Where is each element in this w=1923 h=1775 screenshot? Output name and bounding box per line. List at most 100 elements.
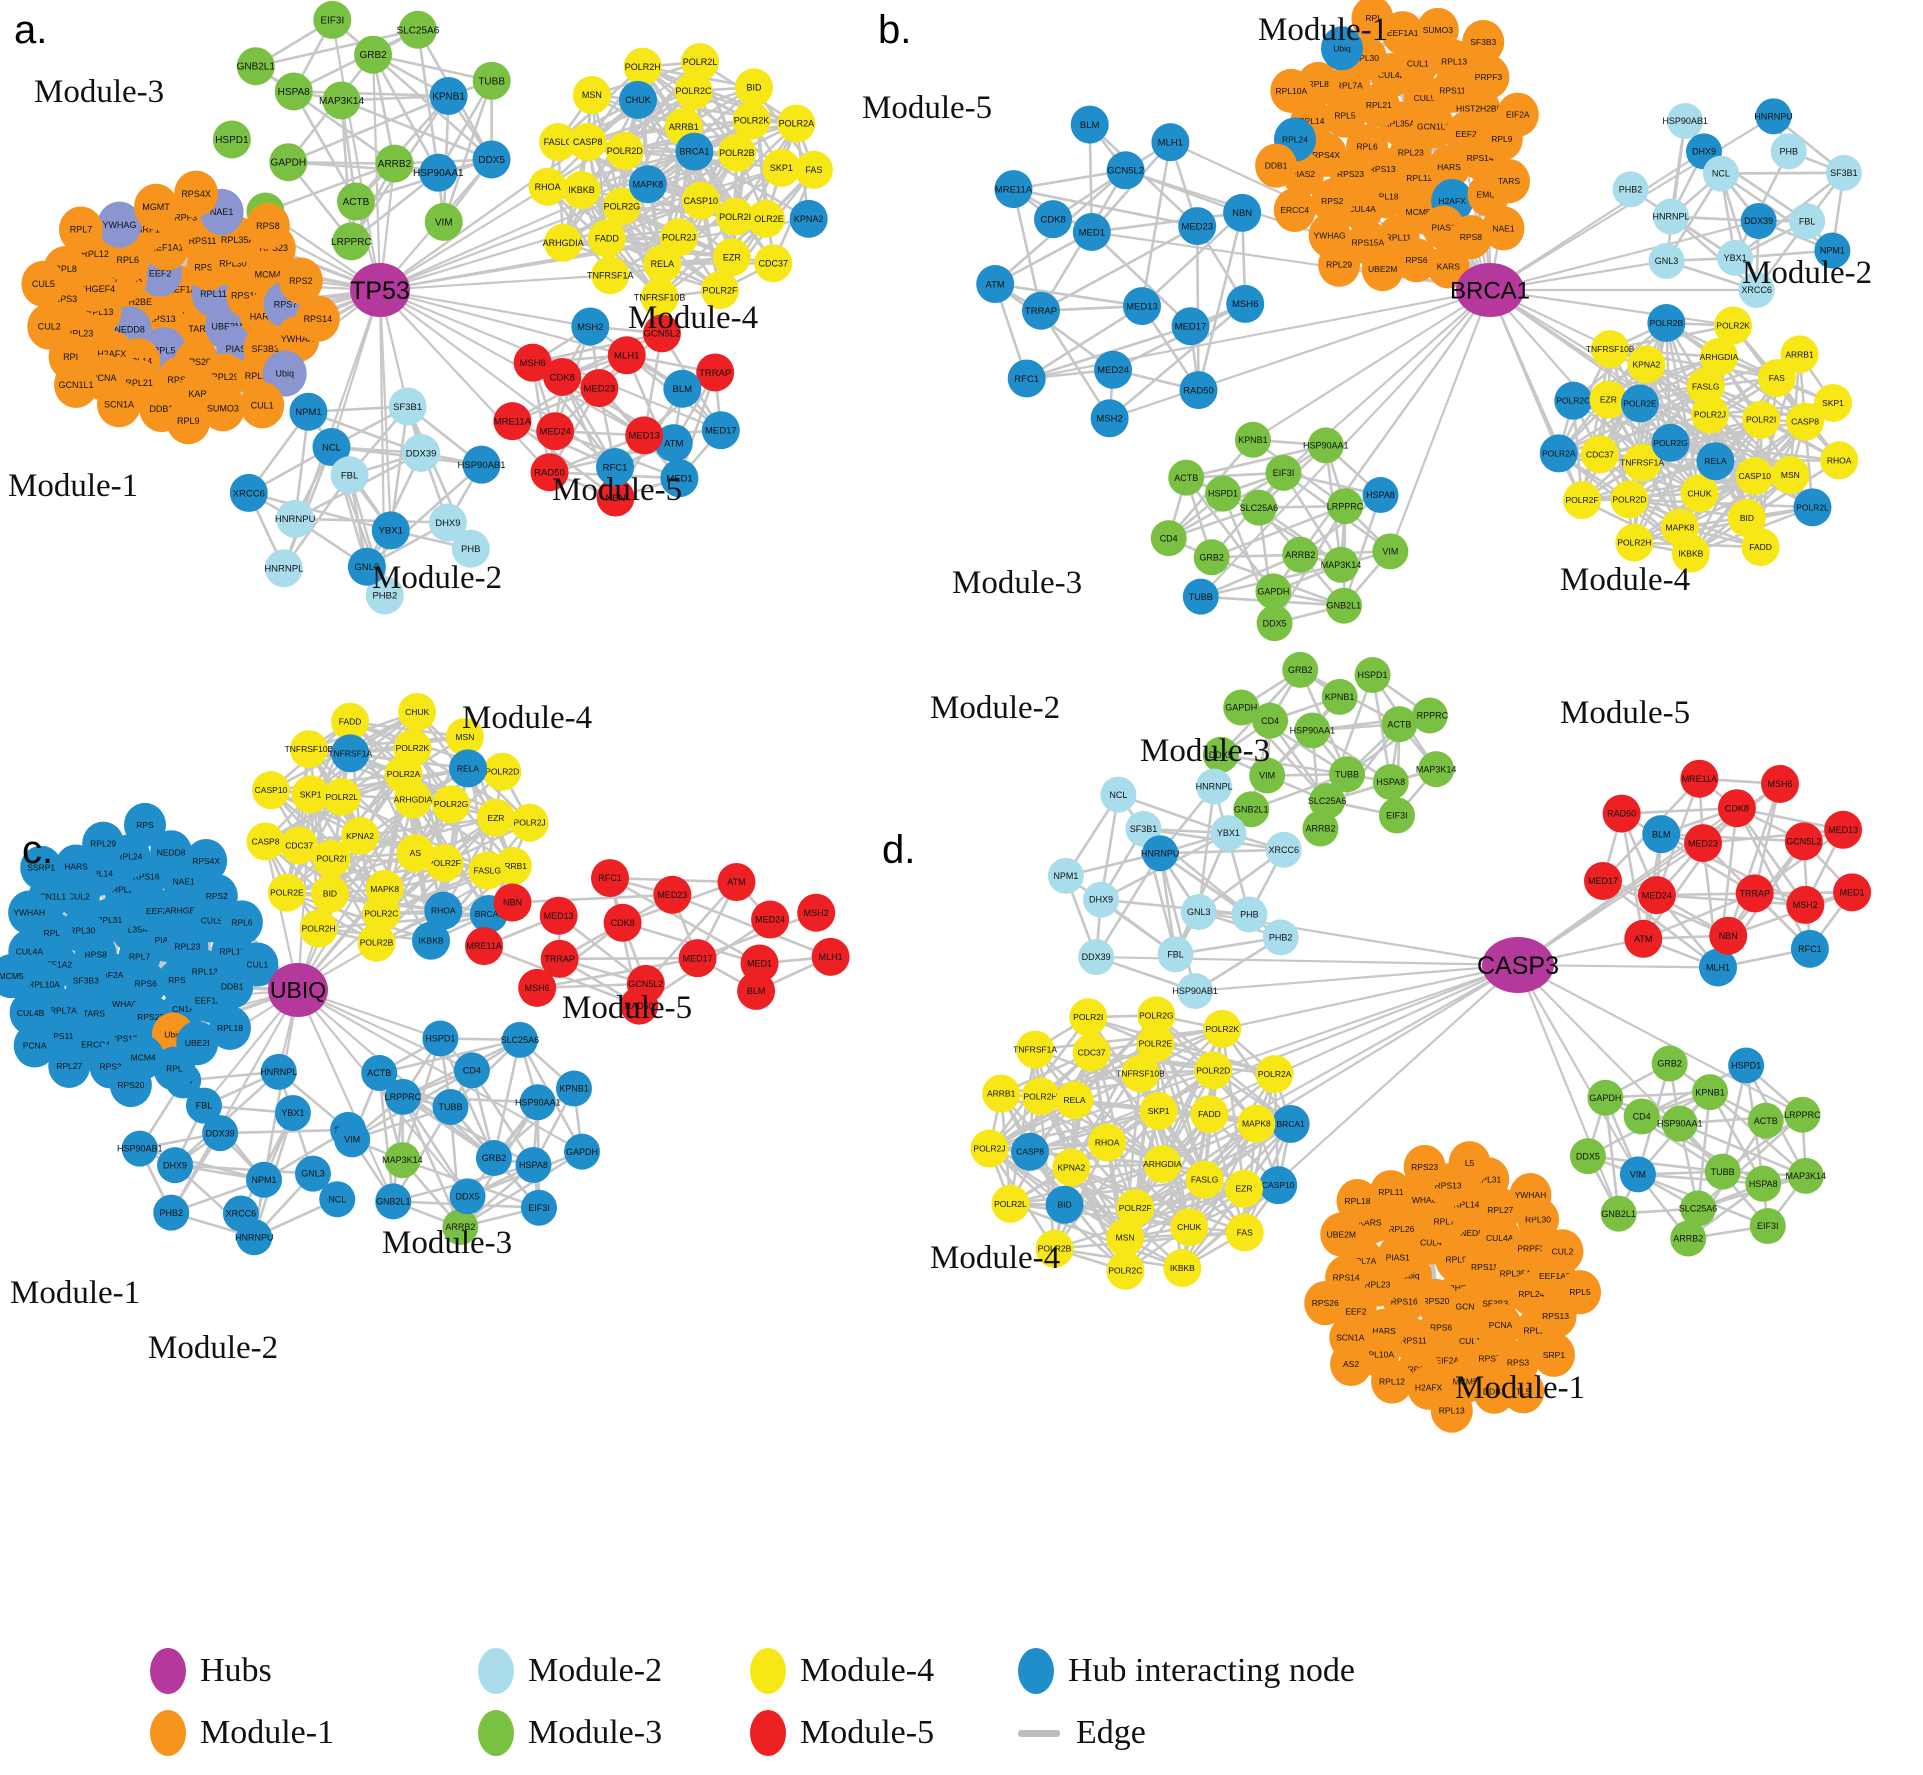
- node-circle[interactable]: [1203, 1009, 1242, 1048]
- node-circle[interactable]: [134, 183, 179, 230]
- network-node[interactable]: MLH1: [1151, 123, 1190, 162]
- network-node[interactable]: NCL: [1702, 155, 1739, 192]
- node-circle[interactable]: [334, 1121, 371, 1158]
- node-circle[interactable]: [124, 961, 167, 1006]
- network-node[interactable]: POLR2L: [991, 1184, 1030, 1223]
- node-circle[interactable]: [1323, 546, 1360, 583]
- network-node[interactable]: MAP3K14: [319, 81, 364, 120]
- node-circle[interactable]: [243, 325, 288, 372]
- node-circle[interactable]: [1151, 123, 1190, 162]
- node-circle[interactable]: [568, 122, 607, 161]
- network-node[interactable]: ARRB2: [1670, 1220, 1707, 1257]
- node-circle[interactable]: [1255, 1055, 1294, 1094]
- network-node[interactable]: POLR2C: [362, 894, 401, 933]
- network-node[interactable]: RPS20: [174, 338, 219, 385]
- network-node[interactable]: RPS13: [1361, 146, 1404, 192]
- node-circle[interactable]: [1680, 1190, 1717, 1227]
- network-node[interactable]: GRB2: [1651, 1045, 1688, 1082]
- node-circle[interactable]: [1787, 1157, 1824, 1194]
- network-node[interactable]: MSH6: [1761, 764, 1800, 803]
- node-circle[interactable]: [1307, 427, 1344, 464]
- network-node[interactable]: POLR2G: [602, 187, 641, 226]
- network-node[interactable]: RPS7: [263, 281, 308, 328]
- network-node[interactable]: HSP90AA1: [413, 153, 464, 192]
- node-circle[interactable]: [1100, 776, 1137, 813]
- network-node[interactable]: GRB2: [475, 1140, 512, 1177]
- network-node[interactable]: EIF3I: [1749, 1207, 1786, 1244]
- node-circle[interactable]: [1182, 578, 1219, 615]
- network-node[interactable]: FAS: [794, 150, 833, 189]
- node-circle[interactable]: [1653, 198, 1690, 235]
- node-circle[interactable]: [1325, 587, 1362, 624]
- network-node[interactable]: GRB2: [1193, 539, 1230, 576]
- node-circle[interactable]: [165, 1062, 202, 1099]
- network-node[interactable]: RPS11: [1431, 68, 1474, 113]
- network-node[interactable]: RPL: [153, 1046, 196, 1091]
- network-node[interactable]: TNFRSF10B: [285, 730, 334, 769]
- node-circle[interactable]: [291, 775, 330, 814]
- network-node[interactable]: ATM: [654, 424, 693, 463]
- node-circle[interactable]: [1294, 712, 1331, 749]
- node-circle[interactable]: [1372, 533, 1409, 570]
- network-node[interactable]: MCM5: [1397, 190, 1440, 235]
- network-node[interactable]: POLR2A: [1539, 434, 1578, 473]
- node-circle[interactable]: [269, 143, 308, 182]
- network-node[interactable]: RPL26: [1380, 1207, 1423, 1252]
- network-node[interactable]: CUL1: [240, 382, 285, 429]
- node-circle[interactable]: [1398, 155, 1441, 200]
- node-circle[interactable]: [674, 71, 713, 110]
- network-node[interactable]: TRRAP: [540, 939, 579, 978]
- node-circle[interactable]: [1619, 1156, 1656, 1193]
- network-node[interactable]: KPNA2: [789, 199, 828, 238]
- node-circle[interactable]: [1139, 1092, 1178, 1131]
- network-node[interactable]: TNFRSF1A: [587, 256, 634, 295]
- network-node[interactable]: MSH6: [518, 968, 557, 1007]
- node-circle[interactable]: [0, 954, 33, 999]
- node-circle[interactable]: [1786, 885, 1825, 924]
- network-node[interactable]: TUBB: [1704, 1153, 1741, 1190]
- network-node[interactable]: RPL26: [236, 352, 281, 399]
- node-circle[interactable]: [341, 816, 380, 855]
- network-node[interactable]: RPL27: [48, 1043, 91, 1088]
- network-node[interactable]: MED23: [653, 875, 692, 914]
- node-circle[interactable]: [428, 503, 467, 542]
- node-circle[interactable]: [1370, 52, 1413, 98]
- network-node[interactable]: PHB2: [1262, 919, 1299, 956]
- network-node[interactable]: EEF2: [1334, 1289, 1377, 1334]
- network-node[interactable]: RPS20: [1414, 1278, 1457, 1323]
- network-node[interactable]: POLR2C: [674, 71, 713, 110]
- node-circle[interactable]: [1698, 948, 1737, 987]
- network-node[interactable]: MED13: [1824, 810, 1863, 849]
- network-node[interactable]: POLR2A: [384, 755, 423, 794]
- node-circle[interactable]: [145, 917, 188, 962]
- node-circle[interactable]: [396, 834, 435, 873]
- network-node[interactable]: MCM4: [122, 1035, 165, 1080]
- node-circle[interactable]: [1510, 1226, 1553, 1271]
- network-node[interactable]: MGMT: [134, 183, 179, 230]
- node-circle[interactable]: [419, 153, 458, 192]
- node-circle[interactable]: [1661, 1105, 1698, 1142]
- network-node[interactable]: HSP90AB1: [117, 1130, 163, 1167]
- node-circle[interactable]: [125, 854, 168, 899]
- network-node[interactable]: TUBB: [432, 1089, 469, 1126]
- network-node[interactable]: NAE1: [199, 188, 244, 236]
- network-node[interactable]: KPNB1: [1234, 421, 1271, 458]
- network-node[interactable]: POLR2D: [1194, 1051, 1233, 1090]
- node-circle[interactable]: [139, 385, 184, 432]
- node-circle[interactable]: [1210, 815, 1247, 852]
- network-node[interactable]: ARRB1: [1780, 335, 1819, 374]
- node-circle[interactable]: [384, 1078, 421, 1115]
- network-node[interactable]: YWHAH: [1509, 1173, 1552, 1218]
- node-circle[interactable]: [1467, 1157, 1510, 1202]
- network-node[interactable]: POLR2C: [1554, 381, 1593, 420]
- network-node[interactable]: RPS6: [124, 961, 167, 1006]
- node-circle[interactable]: [240, 293, 285, 340]
- node-circle[interactable]: [797, 893, 836, 932]
- node-circle[interactable]: [1255, 573, 1292, 610]
- network-node[interactable]: DHX9: [428, 503, 467, 542]
- node-circle[interactable]: [210, 240, 255, 287]
- network-node[interactable]: YWHAH: [8, 890, 51, 935]
- node-circle[interactable]: [1407, 1365, 1450, 1410]
- network-node[interactable]: SF3B3: [1474, 1281, 1517, 1326]
- network-node[interactable]: RPL14: [116, 338, 161, 385]
